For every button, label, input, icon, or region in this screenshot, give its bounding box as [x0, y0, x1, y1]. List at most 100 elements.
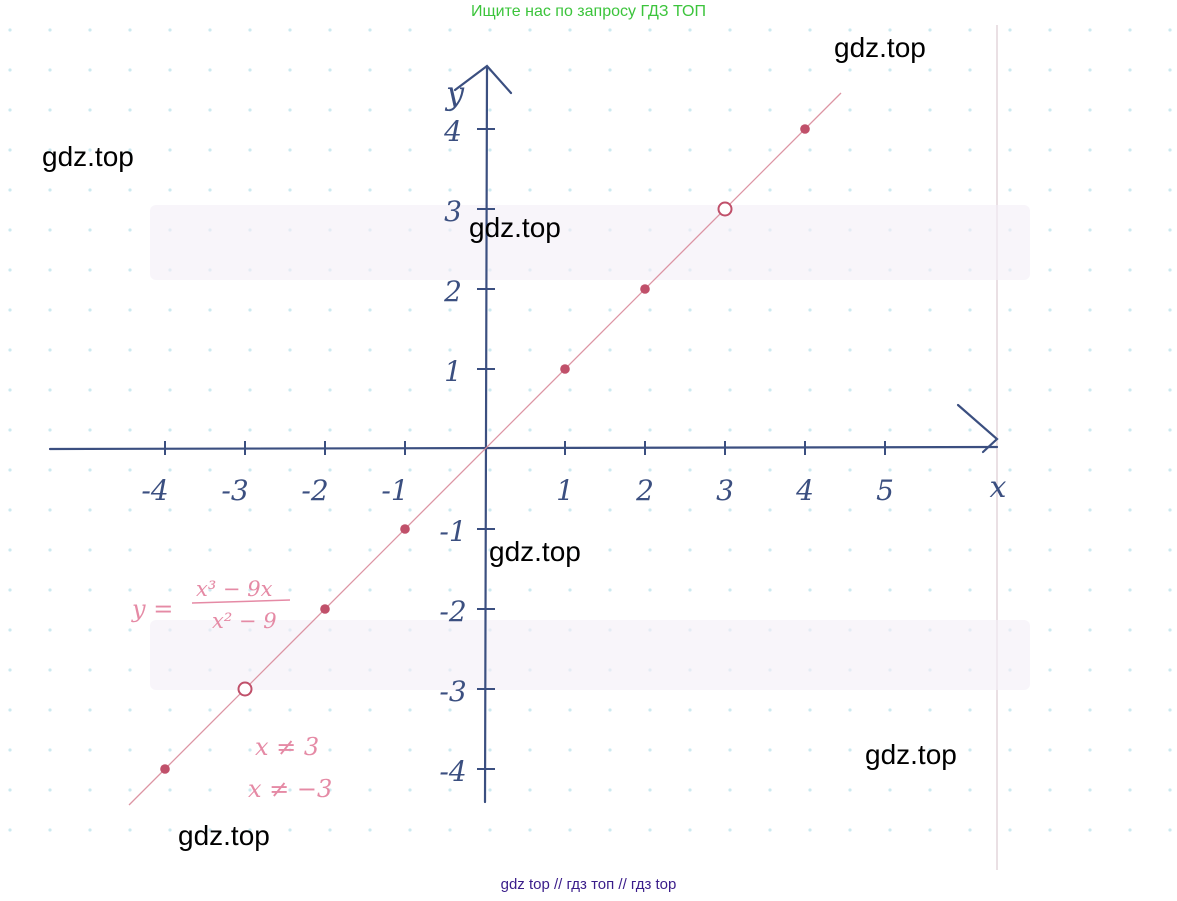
grid-dot — [1048, 588, 1052, 592]
grid-dot — [688, 388, 692, 392]
grid-dot — [688, 28, 692, 32]
grid-dot — [848, 748, 852, 752]
grid-dot — [248, 588, 252, 592]
watermark-center-lower: gdz.top — [489, 536, 581, 567]
grid-dot — [448, 468, 452, 472]
grid-dot — [208, 708, 212, 712]
grid-dot — [1048, 708, 1052, 712]
grid-dot — [328, 508, 332, 512]
grid-dot — [288, 508, 292, 512]
grid-dot — [728, 68, 732, 72]
grid-dot — [968, 788, 972, 792]
grid-dot — [88, 68, 92, 72]
grid-dot — [168, 468, 172, 472]
grid-dot — [608, 588, 612, 592]
grid-dot — [248, 348, 252, 352]
grid-dot — [808, 468, 812, 472]
y-tick-label: -4 — [439, 755, 466, 788]
grid-dot — [1128, 548, 1132, 552]
grid-dot — [48, 628, 52, 632]
grid-dot — [608, 548, 612, 552]
grid-dot — [1128, 28, 1132, 32]
formula-fraction-bar — [191, 599, 291, 604]
grid-dot — [1128, 148, 1132, 152]
grid-dot — [368, 748, 372, 752]
grid-dot — [728, 148, 732, 152]
grid-dot — [648, 508, 652, 512]
grid-dot — [1088, 148, 1092, 152]
grid-dot — [208, 188, 212, 192]
grid-dot — [328, 468, 332, 472]
top-banner[interactable]: Ищите нас по запросу ГДЗ ТОП — [471, 3, 706, 20]
axes — [48, 64, 999, 804]
grid-dot — [568, 348, 572, 352]
grid-dot — [1048, 748, 1052, 752]
grid-dot — [808, 748, 812, 752]
grid-dot — [408, 748, 412, 752]
grid-dot — [328, 388, 332, 392]
grid-dot — [1168, 588, 1172, 592]
x-tick-label: -2 — [301, 474, 328, 507]
grid-dot — [768, 108, 772, 112]
grid-dot — [1008, 308, 1012, 312]
grid-dot — [448, 148, 452, 152]
grid-dot — [968, 188, 972, 192]
grid-dot — [448, 188, 452, 192]
grid-dot — [8, 708, 12, 712]
grid-dot — [1168, 828, 1172, 832]
grid-dot — [928, 588, 932, 592]
grid-dot — [208, 308, 212, 312]
grid-dot — [88, 468, 92, 472]
grid-dot — [328, 108, 332, 112]
grid-dot — [48, 228, 52, 232]
grid-dot — [128, 708, 132, 712]
y-axis-arrow — [453, 64, 513, 95]
grid-dot — [368, 548, 372, 552]
grid-dot — [488, 388, 492, 392]
grid-dot — [288, 588, 292, 592]
tick-labels: x y -4 -3 -2 -1 1 2 3 4 5 4 3 2 1 -1 -2 -3 -4 — [141, 74, 1006, 788]
grid-dot — [968, 588, 972, 592]
grid-dot — [728, 748, 732, 752]
grid-dot — [728, 788, 732, 792]
grid-dot — [48, 188, 52, 192]
grid-dot — [768, 428, 772, 432]
grid-dot — [728, 188, 732, 192]
grid-dot — [128, 388, 132, 392]
grid-dot — [48, 708, 52, 712]
grid-dot — [648, 748, 652, 752]
grid-dot — [48, 348, 52, 352]
grid-dot — [488, 508, 492, 512]
grid-dot — [168, 508, 172, 512]
x-tick-label: -4 — [141, 474, 168, 507]
grid-dot — [248, 548, 252, 552]
grid-dot — [888, 708, 892, 712]
grid-dot — [848, 28, 852, 32]
bottom-banner[interactable]: gdz top // гдз топ // гдз top — [500, 876, 677, 893]
grid-dot — [128, 428, 132, 432]
grid-dot — [1008, 428, 1012, 432]
grid-dot — [208, 788, 212, 792]
grid-dot — [568, 788, 572, 792]
grid-dot — [8, 548, 12, 552]
grid-dot — [728, 548, 732, 552]
grid-dot — [168, 788, 172, 792]
y-tick-label: 4 — [443, 115, 462, 148]
grid-dot — [808, 388, 812, 392]
grid-dot — [1008, 748, 1012, 752]
grid-dot — [1128, 628, 1132, 632]
grid-dot — [808, 588, 812, 592]
grid-dot — [128, 68, 132, 72]
grid-dot — [48, 588, 52, 592]
grid-dot — [8, 68, 12, 72]
grid-dot — [888, 548, 892, 552]
grid-dot — [1168, 428, 1172, 432]
grid-dot — [1048, 188, 1052, 192]
grid-dot — [848, 148, 852, 152]
grid-dot — [848, 508, 852, 512]
grid-dot — [848, 188, 852, 192]
grid-dot — [1128, 748, 1132, 752]
grid-dot — [808, 548, 812, 552]
y-tick-label: -1 — [439, 515, 466, 548]
grid-dot — [88, 28, 92, 32]
